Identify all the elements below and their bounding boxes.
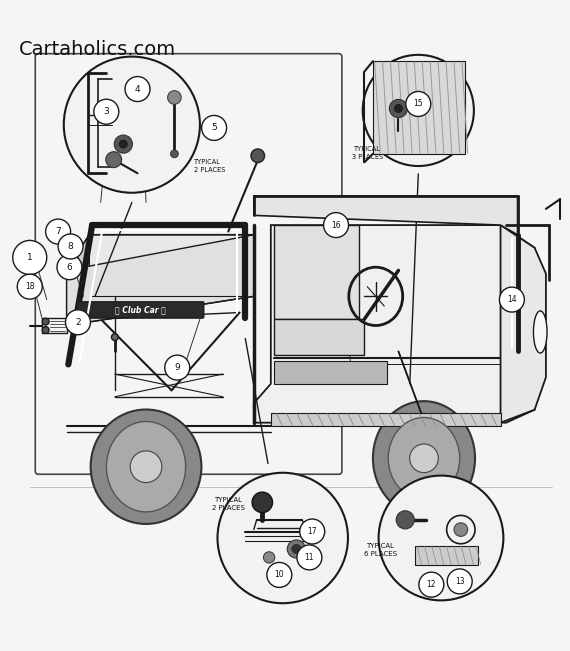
Circle shape <box>419 572 444 597</box>
Text: 3: 3 <box>103 107 109 117</box>
Text: 18: 18 <box>25 282 35 291</box>
Ellipse shape <box>534 311 547 353</box>
Text: 7: 7 <box>55 227 61 236</box>
Circle shape <box>251 149 264 163</box>
Circle shape <box>168 90 181 104</box>
Circle shape <box>66 310 91 335</box>
Circle shape <box>165 355 190 380</box>
Polygon shape <box>274 225 359 319</box>
Polygon shape <box>67 235 254 270</box>
Text: 13: 13 <box>455 577 465 586</box>
Text: 3 PLACES: 3 PLACES <box>352 154 383 160</box>
Circle shape <box>378 476 503 600</box>
Circle shape <box>363 55 474 166</box>
Circle shape <box>58 234 83 259</box>
Circle shape <box>297 545 322 570</box>
Text: 17: 17 <box>307 527 317 536</box>
Text: 8: 8 <box>68 242 74 251</box>
Polygon shape <box>271 413 500 426</box>
Text: 4: 4 <box>135 85 140 94</box>
Circle shape <box>125 77 150 102</box>
Circle shape <box>292 544 301 553</box>
Circle shape <box>287 540 306 558</box>
Text: 9: 9 <box>174 363 180 372</box>
Text: 2 PLACES: 2 PLACES <box>212 505 245 511</box>
Circle shape <box>406 91 431 117</box>
Text: 2: 2 <box>75 318 81 327</box>
Text: 2 PLACES: 2 PLACES <box>194 167 226 173</box>
Text: 11: 11 <box>304 553 314 562</box>
Circle shape <box>170 150 178 158</box>
Text: TYPICAL: TYPICAL <box>367 543 394 549</box>
Text: 16: 16 <box>331 221 341 230</box>
Circle shape <box>64 57 200 193</box>
Circle shape <box>252 492 272 512</box>
Text: 1: 1 <box>27 253 32 262</box>
Text: 15: 15 <box>413 100 423 109</box>
Text: 6 PLACES: 6 PLACES <box>364 551 397 557</box>
Text: TYPICAL: TYPICAL <box>214 497 242 503</box>
Text: 10: 10 <box>275 570 284 579</box>
Circle shape <box>42 318 49 325</box>
Polygon shape <box>254 196 518 235</box>
Circle shape <box>202 115 227 141</box>
Circle shape <box>42 327 49 333</box>
Polygon shape <box>274 319 364 355</box>
FancyBboxPatch shape <box>77 302 203 318</box>
Circle shape <box>114 135 132 153</box>
Ellipse shape <box>373 401 475 516</box>
Text: TYPICAL: TYPICAL <box>194 159 221 165</box>
Text: Cartaholics.com: Cartaholics.com <box>18 40 176 59</box>
Circle shape <box>389 100 408 118</box>
Ellipse shape <box>91 409 201 524</box>
Circle shape <box>13 240 47 275</box>
Polygon shape <box>416 546 478 565</box>
Polygon shape <box>67 235 89 326</box>
Circle shape <box>17 274 42 299</box>
Polygon shape <box>373 61 465 154</box>
Ellipse shape <box>107 422 186 512</box>
Circle shape <box>267 562 292 587</box>
Circle shape <box>410 444 438 473</box>
Circle shape <box>94 99 119 124</box>
Circle shape <box>46 219 71 244</box>
Circle shape <box>396 511 414 529</box>
Circle shape <box>263 552 275 563</box>
Circle shape <box>394 105 402 113</box>
Circle shape <box>106 152 121 167</box>
Circle shape <box>119 140 127 148</box>
Text: 12: 12 <box>426 580 436 589</box>
Text: TYPICAL: TYPICAL <box>354 146 381 152</box>
Text: 5: 5 <box>211 124 217 132</box>
Polygon shape <box>274 361 387 384</box>
Text: 14: 14 <box>507 295 516 304</box>
Circle shape <box>324 213 348 238</box>
Text: 6: 6 <box>67 263 72 271</box>
Text: ⬥ Club Car ⬥: ⬥ Club Car ⬥ <box>115 305 166 314</box>
Circle shape <box>499 287 524 312</box>
Circle shape <box>130 451 162 482</box>
Polygon shape <box>500 225 546 422</box>
Circle shape <box>454 523 467 536</box>
Polygon shape <box>67 235 254 326</box>
Circle shape <box>218 473 348 603</box>
Circle shape <box>447 569 472 594</box>
Circle shape <box>111 334 118 340</box>
Polygon shape <box>254 225 535 422</box>
Ellipse shape <box>388 417 459 499</box>
Circle shape <box>300 519 325 544</box>
Circle shape <box>57 255 82 280</box>
